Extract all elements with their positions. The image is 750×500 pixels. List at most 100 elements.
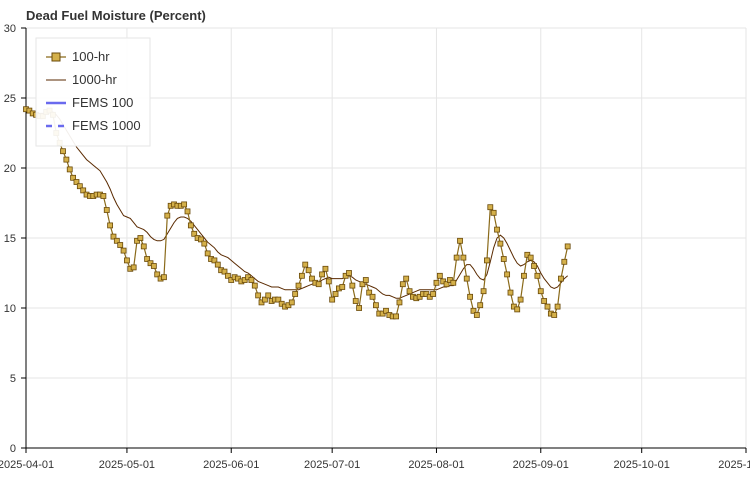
- series-100-hr-point: [362, 277, 369, 283]
- series-100-hr-point: [383, 307, 389, 314]
- series-100-hr-point: [100, 193, 107, 199]
- legend-item-fems-1000[interactable]: FEMS 1000: [46, 118, 141, 133]
- x-tick-label: 2025-07-01: [304, 459, 360, 471]
- series-100-hr-point: [184, 208, 191, 215]
- series-100-hr-point: [329, 296, 336, 303]
- series-100-hr-point: [117, 242, 124, 248]
- series-100-hr-point: [248, 277, 255, 283]
- series-100-hr-point: [107, 222, 114, 229]
- x-tick-label: 2025-09-01: [513, 459, 569, 471]
- series-100-hr-point: [480, 288, 487, 295]
- x-tick-label: 2025-10-01: [614, 459, 670, 471]
- series-100-hr-point: [76, 183, 83, 190]
- series-100-hr-point: [305, 267, 312, 274]
- y-tick-label: 5: [10, 373, 16, 385]
- x-tick-label: 2025-05-01: [99, 459, 155, 471]
- series-100-hr-point: [332, 291, 339, 297]
- series-100-hr-point: [544, 303, 551, 310]
- series-100-hr-point: [161, 274, 167, 281]
- series-100-hr-point: [352, 298, 359, 304]
- series-100-hr-point: [191, 230, 198, 237]
- series-100-hr-point: [551, 312, 558, 318]
- series-100-hr-point: [473, 312, 480, 318]
- series-100-hr-point: [443, 281, 450, 288]
- series-100-hr-point: [514, 306, 521, 313]
- series-100-hr-point: [537, 288, 544, 295]
- series-100-hr-point: [322, 265, 329, 272]
- series-100-hr-point: [292, 291, 299, 297]
- series-100-hr-point: [470, 307, 477, 314]
- series-100-hr-point: [564, 243, 571, 250]
- legend-label-1000-hr: 1000-hr: [72, 72, 117, 87]
- series-100-hr-point: [507, 289, 514, 296]
- series-100-hr-point: [541, 298, 548, 304]
- legend[interactable]: 100-hr 1000-hr FEMS 100 FEMS 1000: [35, 37, 151, 147]
- y-tick-label: 30: [4, 23, 16, 35]
- series-100-hr-point: [221, 268, 228, 275]
- y-tick-label: 10: [4, 303, 16, 315]
- series-100-hr-point: [393, 313, 399, 320]
- y-tick-label: 25: [4, 93, 16, 105]
- series-100-hr-point: [517, 296, 524, 303]
- series-100-hr-point: [302, 261, 309, 268]
- series-100-hr-point: [66, 166, 73, 173]
- series-100-hr-point: [113, 237, 120, 244]
- series-100-hr-point: [288, 299, 295, 306]
- series-100-hr-point: [497, 240, 504, 247]
- y-axis-ticks: 0 5 10 15 20 25 30: [4, 23, 26, 455]
- series-100-hr-point: [436, 272, 443, 279]
- series-100-hr-point: [366, 289, 373, 296]
- series-100-hr-point: [265, 292, 272, 299]
- series-100-hr-point: [73, 179, 80, 185]
- series-100-hr-point: [494, 226, 500, 233]
- series-100-hr-point: [521, 272, 527, 279]
- series-100-hr-point: [487, 204, 494, 211]
- x-tick-label: 2025-11-01: [718, 459, 750, 471]
- series-100-hr-point: [558, 275, 564, 282]
- series-100-hr-point: [70, 174, 76, 181]
- series-100-hr-point: [251, 282, 258, 289]
- series-100-hr-point: [110, 233, 117, 240]
- series-100-hr-point: [500, 256, 507, 262]
- series-100-hr-point: [154, 271, 161, 278]
- series-100-hr-point: [369, 293, 376, 300]
- y-tick-label: 15: [4, 233, 16, 245]
- legend-item-1000-hr[interactable]: 1000-hr: [46, 72, 117, 87]
- series-100-hr-point: [339, 284, 346, 290]
- series-100-hr-point: [144, 256, 151, 262]
- series-100-hr-point: [325, 278, 332, 285]
- series-100-hr-point: [103, 207, 110, 213]
- series-100-hr-point: [504, 271, 511, 278]
- legend-item-100-hr[interactable]: 100-hr: [46, 49, 110, 64]
- x-tick-label: 2025-04-01: [0, 459, 54, 471]
- series-100-hr-point: [460, 254, 467, 261]
- series-100-hr-point: [130, 264, 137, 271]
- legend-item-fems-100[interactable]: FEMS 100: [46, 95, 133, 110]
- series-100-hr-point: [137, 235, 144, 241]
- series-100-hr-point: [224, 272, 231, 279]
- series-100-hr-point: [275, 296, 282, 303]
- series-100-hr-point: [201, 240, 208, 247]
- series-100-hr-point: [298, 272, 305, 279]
- series-100-hr-point: [60, 148, 66, 155]
- chart-title: Dead Fuel Moisture (Percent): [26, 8, 206, 23]
- x-tick-label: 2025-06-01: [203, 459, 259, 471]
- series-100-hr-point: [484, 257, 490, 264]
- series-100-hr-point: [534, 272, 541, 279]
- series-100-hr-point: [187, 222, 194, 229]
- series-100-hr-point: [463, 275, 470, 282]
- series-100-hr-point: [561, 258, 568, 265]
- series-100-hr-point: [373, 302, 379, 309]
- series-100-hr-point: [295, 282, 302, 289]
- series-100-hr-point: [467, 293, 474, 300]
- x-axis-ticks: 2025-04-01 2025-05-01 2025-06-01 2025-07-01…: [0, 448, 750, 471]
- series-100-hr-point: [150, 263, 157, 269]
- series-100-hr-point: [198, 236, 204, 243]
- series-100-hr-point: [490, 209, 497, 216]
- grid-lines: [26, 27, 747, 448]
- series-100-hr-point: [309, 275, 315, 282]
- series-100-hr-point: [140, 243, 147, 250]
- series-100-hr-point: [211, 257, 218, 264]
- x-tick-label: 2025-08-01: [408, 459, 464, 471]
